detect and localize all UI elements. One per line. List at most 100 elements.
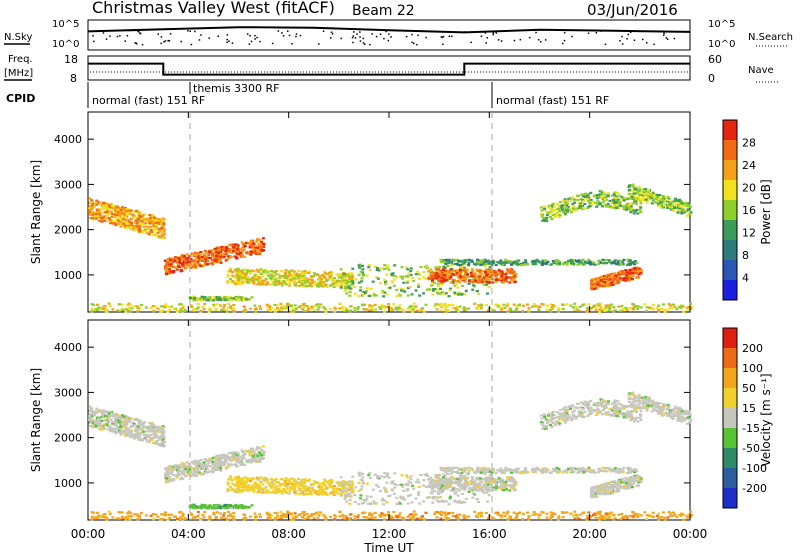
power-cell [307,278,311,281]
power-cell [500,308,503,311]
velocity-cell [120,414,124,417]
power-cell [395,275,399,279]
power-cell [554,262,558,265]
velocity-cell [203,504,207,507]
velocity-cell [173,467,176,470]
power-cell [575,194,579,197]
power-cell [422,310,426,313]
velocity-cell [306,492,310,495]
power-cell [422,276,425,279]
power-cell [136,228,140,231]
power-cell [606,202,610,206]
power-cell [142,216,145,219]
power-cell [319,303,323,306]
power-cell [301,308,304,311]
velocity-cell [330,491,334,494]
power-cell [108,304,112,307]
power-cell [124,216,128,219]
power-cell [258,245,262,248]
velocity-cell [323,484,327,487]
power-cell [512,273,516,276]
power-cell [129,209,133,212]
power-cell [193,307,197,311]
power-cell [115,309,119,312]
power-cell [338,302,342,305]
power-cell [424,303,428,306]
power-cell [110,219,114,222]
power-cell [408,285,412,289]
velocity-cell [336,492,340,495]
power-cell [598,285,601,288]
velocity-cell [212,463,216,466]
power-cell [136,210,140,213]
power-cell [96,215,100,218]
power-cell [610,201,614,204]
power-cell [170,260,174,263]
power-cell [660,206,664,209]
power-cell [563,203,567,206]
power-cell [572,262,576,265]
power-cell [178,260,182,263]
power-cell [375,266,379,270]
power-cell [207,250,211,253]
nsky-point [160,42,162,45]
cpid-entry-2: themis 3300 RF [193,82,280,95]
power-cell [508,281,512,284]
velocity-cell [128,420,132,423]
power-cell [339,268,343,271]
power-cell [205,256,209,259]
power-cell [669,203,673,206]
power-cell [351,281,355,284]
power-cell [116,206,120,209]
power-cell [152,310,156,313]
power-cell [385,306,389,309]
power-cell [292,281,296,284]
power-cell [217,252,221,255]
power-cell [233,250,237,253]
velocity-cell [292,485,295,488]
power-cell [297,269,300,272]
velocity-cell [224,460,228,463]
power-cell [163,233,167,236]
velocity-cell [214,507,218,510]
power-cell [564,207,568,210]
nsky-point [442,43,444,45]
power-cell [456,286,460,289]
power-cell [274,279,278,283]
power-cell [254,244,258,247]
power-cell [194,256,198,259]
velocity-cell [189,471,193,474]
power-cell [313,304,317,308]
power-cell [563,212,567,215]
power-cell [461,278,465,281]
power-cell [680,202,684,205]
colorbar-tick: 16 [742,204,756,217]
power-cell [260,272,264,275]
power-cell [344,287,348,290]
power-cell [100,216,104,220]
velocity-cell [130,429,133,432]
power-cell [360,277,364,280]
power-cell [192,261,196,264]
power-cell [563,201,567,204]
velocity-cell [244,481,248,484]
velocity-cell [256,460,260,464]
power-cell [149,306,153,309]
power-cell [639,269,643,272]
power-cell [333,310,337,313]
power-cell [163,303,167,306]
power-cell [316,308,320,311]
power-cell [636,307,640,310]
power-cell [262,249,265,252]
power-cell [128,211,132,214]
power-cell [280,309,284,312]
power-cell [166,266,169,269]
velocity-cell [204,506,208,509]
velocity-cell [271,478,275,481]
power-cell [470,279,474,282]
power-cell [204,298,208,301]
power-cell [256,283,260,286]
power-cell [666,198,670,202]
power-cell [433,282,437,285]
